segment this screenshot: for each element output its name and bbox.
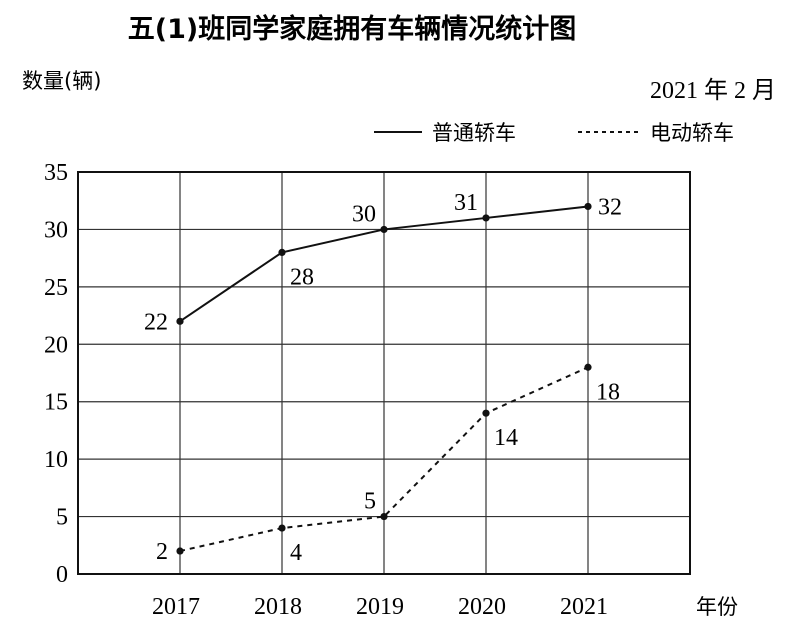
data-label: 5 [364, 489, 376, 515]
chart-title: 五(1)班同学家庭拥有车辆情况统计图 [128, 13, 576, 45]
y-tick-label: 5 [56, 505, 68, 531]
data-point [482, 409, 490, 417]
y-tick-label: 15 [44, 390, 68, 416]
y-tick-label: 35 [44, 160, 68, 186]
data-point [584, 363, 592, 371]
x-tick-label: 2019 [356, 594, 404, 620]
x-tick-label: 2017 [152, 594, 200, 620]
data-label: 31 [454, 190, 478, 216]
data-point [380, 225, 388, 234]
legend: 普通轿车 电动轿车 [374, 121, 734, 145]
chart-subtitle: 2021 年 2 月 [650, 77, 776, 104]
legend-label-series-2: 电动轿车 [650, 121, 734, 145]
data-point [584, 202, 592, 211]
data-point [176, 547, 184, 555]
data-label: 18 [596, 379, 620, 405]
data-label: 30 [352, 201, 376, 227]
grid [78, 171, 690, 575]
y-tick-label: 20 [44, 332, 68, 358]
series-1: 22 28 30 31 32 [144, 190, 622, 335]
data-point [176, 317, 184, 325]
data-point [278, 524, 286, 532]
data-label: 4 [290, 540, 302, 566]
data-point [278, 248, 286, 256]
y-tick-label: 0 [56, 562, 68, 588]
y-tick-label: 10 [44, 447, 68, 473]
y-axis-label: 数量(辆) [22, 69, 101, 93]
series-2: 2 4 5 14 18 [156, 363, 620, 566]
data-label: 2 [156, 539, 168, 565]
data-point [380, 512, 388, 521]
x-tick-label: 2020 [458, 594, 506, 620]
data-label: 14 [494, 425, 518, 451]
x-tick-label: 2018 [254, 594, 302, 620]
series-layer: 22 28 30 31 32 2 4 5 14 18 [144, 190, 622, 566]
plot-frame [77, 171, 691, 575]
x-tick-label: 2021 [560, 594, 608, 620]
x-axis-label: 年份 [696, 595, 738, 619]
y-tick-label: 30 [44, 217, 68, 243]
data-point [482, 214, 490, 222]
data-label: 32 [598, 194, 622, 220]
y-tick-label: 25 [44, 275, 68, 301]
data-label: 22 [144, 309, 168, 335]
x-axis-ticks: 2017 2018 2019 2020 2021 [152, 594, 608, 620]
data-label: 28 [290, 264, 314, 290]
y-axis-ticks: 0 5 10 15 20 25 30 35 [44, 160, 68, 588]
legend-label-series-1: 普通轿车 [432, 121, 516, 145]
